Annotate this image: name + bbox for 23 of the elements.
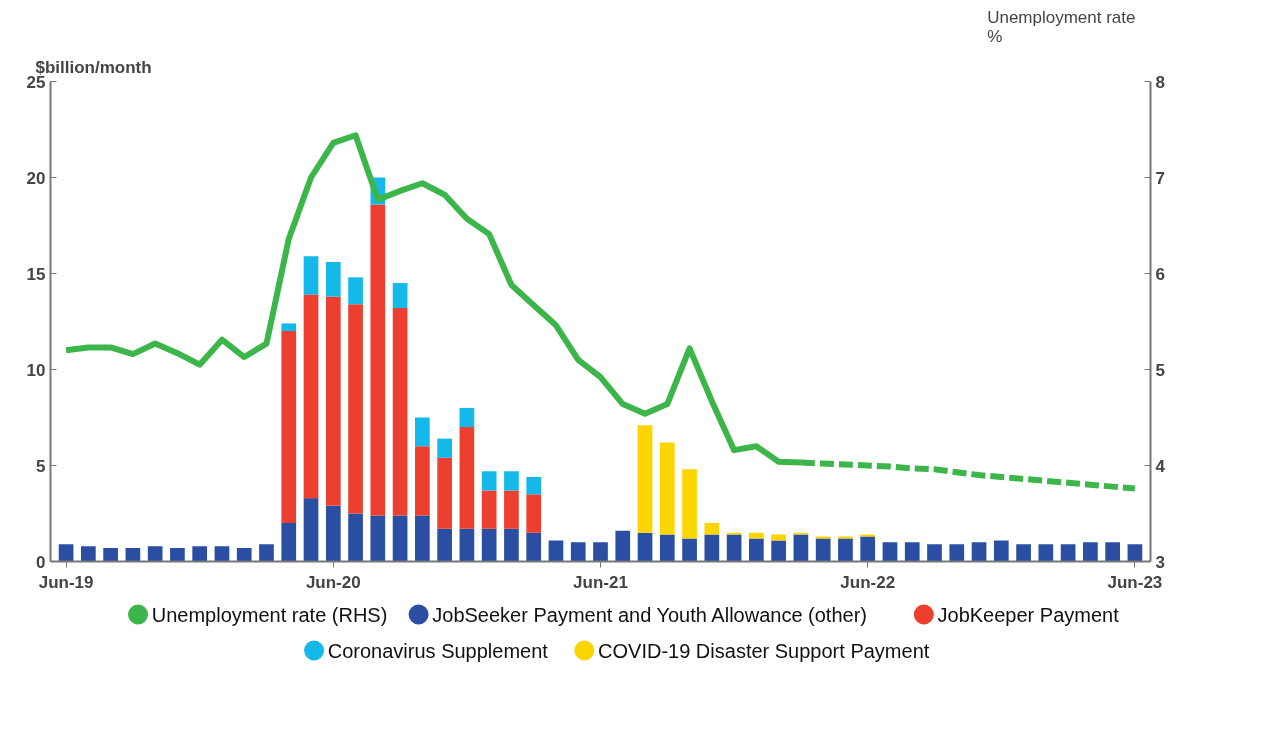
- y-tick-label: 10: [26, 360, 46, 380]
- y2-tick-label: 3: [1155, 552, 1165, 572]
- y2-tick-label: 4: [1155, 456, 1166, 476]
- y-tick-label: 5: [36, 456, 46, 476]
- legend-label: COVID-19 Disaster Support Payment: [598, 639, 930, 662]
- x-tick-label: Jun-20: [305, 572, 361, 592]
- y-axis-title: $billion/month: [35, 57, 152, 77]
- x-tick-label: Jun-21: [573, 572, 628, 592]
- legend-label: JobKeeper Payment: [937, 603, 1120, 626]
- y2-tick-label: 6: [1155, 264, 1165, 284]
- y-tick-label: 15: [26, 264, 46, 284]
- x-tick-label: Jun-22: [840, 572, 896, 592]
- x-tick-label: Jun-23: [1107, 572, 1163, 592]
- y2-tick-label: 8: [1155, 72, 1165, 92]
- legend-label: JobSeeker Payment and Youth Allowance (other): [432, 603, 867, 626]
- y-tick-label: 20: [26, 168, 46, 188]
- y-tick-label: 0: [36, 552, 46, 572]
- y2-tick-label: 7: [1155, 168, 1165, 188]
- legend-label: Unemployment rate (RHS): [151, 603, 388, 626]
- legend-label: Coronavirus Supplement: [327, 639, 549, 662]
- x-tick-label: Jun-19: [38, 572, 94, 592]
- y2-tick-label: 5: [1155, 360, 1165, 380]
- y2-axis-title: Unemployment rate %: [987, 7, 1136, 46]
